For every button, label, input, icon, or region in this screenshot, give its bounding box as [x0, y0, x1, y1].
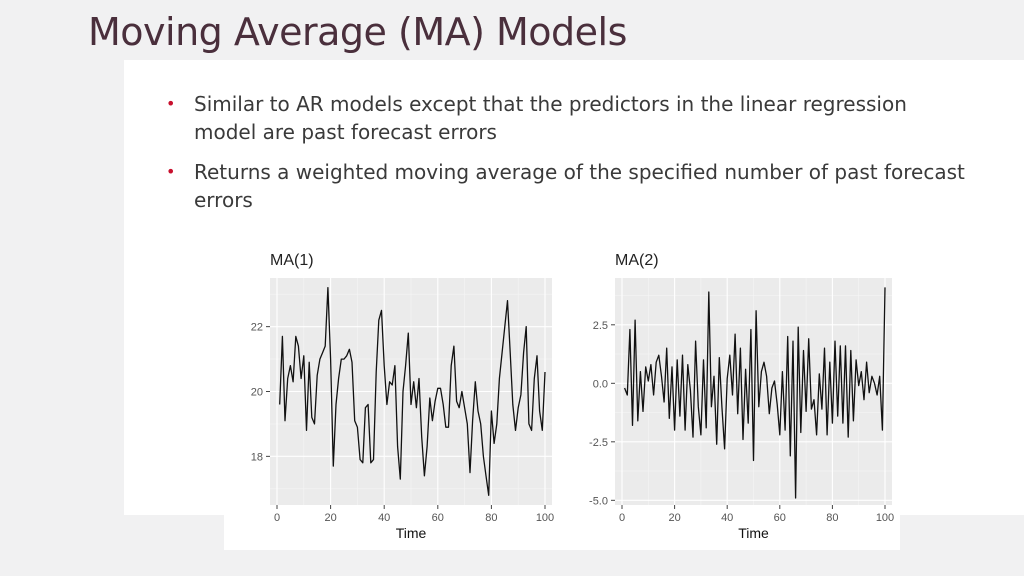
bullet-dot-icon: •: [166, 94, 176, 113]
x-tick-label: 60: [432, 512, 444, 524]
bullet-dot-icon: •: [166, 162, 176, 181]
x-tick-label: 80: [485, 512, 497, 524]
series-line: [623, 287, 886, 499]
bullet-item: • Similar to AR models except that the p…: [166, 90, 966, 146]
chart-title: MA(1): [270, 252, 314, 269]
y-tick-label: 22: [251, 322, 263, 334]
slide-title: Moving Average (MA) Models: [88, 10, 627, 54]
x-tick-label: 20: [324, 512, 336, 524]
bullet-item: • Returns a weighted moving average of t…: [166, 158, 966, 214]
bullet-text: Similar to AR models except that the pre…: [194, 92, 907, 144]
chart-ma1: MA(1) 0 20 40 60 80 100 18 20 22 Time: [251, 252, 554, 541]
chart-ma2: MA(2) 0 20 40 60 80 100 -5.0 -2.5 0.0 2.5 Time: [589, 252, 894, 541]
series-line: [279, 287, 546, 496]
x-tick-label: 60: [774, 512, 786, 524]
x-axis-title: Time: [396, 525, 427, 541]
x-tick-label: 40: [721, 512, 733, 524]
y-tick-label: 20: [251, 387, 263, 399]
bullet-list: • Similar to AR models except that the p…: [166, 90, 966, 226]
y-tick-label: 2.5: [593, 320, 608, 332]
x-tick-label: 80: [826, 512, 838, 524]
x-tick-label: 100: [876, 512, 894, 524]
x-tick-label: 40: [378, 512, 390, 524]
y-tick-label: 0.0: [593, 378, 608, 390]
chart-title: MA(2): [615, 252, 659, 269]
x-tick-label: 20: [668, 512, 680, 524]
y-tick-label: -5.0: [589, 495, 608, 507]
y-tick-label: -2.5: [589, 437, 608, 449]
bullet-text: Returns a weighted moving average of the…: [194, 160, 965, 212]
x-tick-label: 0: [619, 512, 625, 524]
x-tick-label: 0: [274, 512, 280, 524]
x-axis-title: Time: [738, 525, 769, 541]
x-tick-label: 100: [536, 512, 554, 524]
y-tick-label: 18: [251, 451, 263, 463]
